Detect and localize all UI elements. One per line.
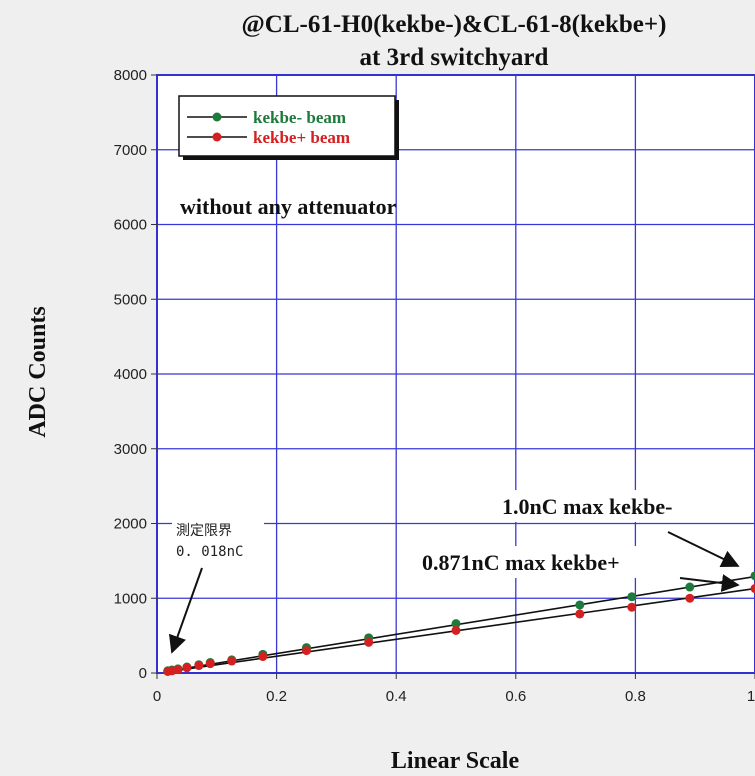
max-plus-arrow bbox=[679, 574, 740, 592]
data-point bbox=[575, 609, 585, 619]
x-axis-label: Linear Scale bbox=[391, 748, 520, 774]
data-point bbox=[750, 584, 755, 594]
y-tick-label: 3000 bbox=[114, 441, 147, 458]
data-point bbox=[364, 637, 374, 647]
data-point bbox=[451, 619, 461, 629]
data-point bbox=[258, 652, 268, 662]
limit-arrow bbox=[168, 567, 203, 654]
y-tick-label: 4000 bbox=[114, 366, 147, 383]
x-tick-label: 0 bbox=[153, 688, 161, 705]
data-point bbox=[194, 661, 204, 671]
y-tick-label: 2000 bbox=[114, 516, 147, 533]
legend: kekbe- beam kekbe+ beam bbox=[178, 95, 399, 160]
y-tick-label: 6000 bbox=[114, 217, 147, 234]
x-tick-label: 1 bbox=[747, 688, 755, 705]
data-point bbox=[173, 665, 183, 675]
data-point bbox=[627, 592, 637, 602]
chart-subtitle: at 3rd switchyard bbox=[360, 44, 549, 71]
max-minus-arrow bbox=[667, 531, 740, 568]
x-tick-label: 0.4 bbox=[386, 688, 407, 705]
y-tick-label: 5000 bbox=[114, 291, 147, 308]
y-tick-label: 0 bbox=[139, 665, 147, 682]
y-axis-ticks: 0 1000 2000 3000 4000 5000 6000 7000 8000 bbox=[114, 67, 157, 682]
attenuator-note: without any attenuator bbox=[180, 194, 397, 219]
y-axis-label: ADC Counts bbox=[25, 306, 51, 437]
legend-label-minus: kekbe- beam bbox=[253, 108, 346, 127]
legend-label-plus: kekbe+ beam bbox=[253, 128, 350, 147]
max-minus-bg bbox=[498, 490, 738, 522]
x-tick-label: 0.2 bbox=[266, 688, 287, 705]
y-tick-label: 7000 bbox=[114, 142, 147, 159]
x-tick-label: 0.8 bbox=[625, 688, 646, 705]
limit-label-jp: 測定限界 bbox=[176, 523, 232, 539]
legend-box bbox=[178, 95, 396, 157]
chart-title: @CL-61-H0(kekbe-)&CL-61-8(kekbe+) bbox=[242, 11, 667, 38]
x-tick-label: 0.6 bbox=[505, 688, 526, 705]
limit-label-bg bbox=[172, 516, 264, 564]
max-minus-label: 1.0nC max kekbe- bbox=[502, 494, 673, 519]
data-point bbox=[182, 663, 192, 673]
limit-label-value: 0. 018nC bbox=[176, 544, 243, 560]
max-plus-bg bbox=[418, 546, 706, 578]
data-point bbox=[627, 602, 637, 612]
x-axis-ticks: 0 0.2 0.4 0.6 0.8 1 bbox=[153, 673, 755, 705]
max-plus-label: 0.871nC max kekbe+ bbox=[422, 550, 620, 575]
data-points bbox=[163, 571, 755, 677]
data-point bbox=[685, 582, 695, 592]
legend-marker-minus bbox=[212, 112, 222, 122]
data-point bbox=[575, 600, 585, 610]
measurement-limit-annotation: 測定限界 0. 018nC bbox=[168, 516, 264, 654]
y-tick-label: 8000 bbox=[114, 67, 147, 84]
data-point bbox=[685, 593, 695, 603]
data-point bbox=[205, 659, 215, 669]
data-point bbox=[451, 625, 461, 635]
data-point bbox=[302, 646, 311, 656]
legend-marker-plus bbox=[212, 132, 222, 142]
max-annotations: 1.0nC max kekbe- 0.871nC max kekbe+ bbox=[418, 490, 740, 592]
y-tick-label: 1000 bbox=[114, 590, 147, 607]
data-point bbox=[750, 571, 755, 581]
series-1 bbox=[163, 584, 755, 677]
data-point bbox=[227, 656, 237, 666]
